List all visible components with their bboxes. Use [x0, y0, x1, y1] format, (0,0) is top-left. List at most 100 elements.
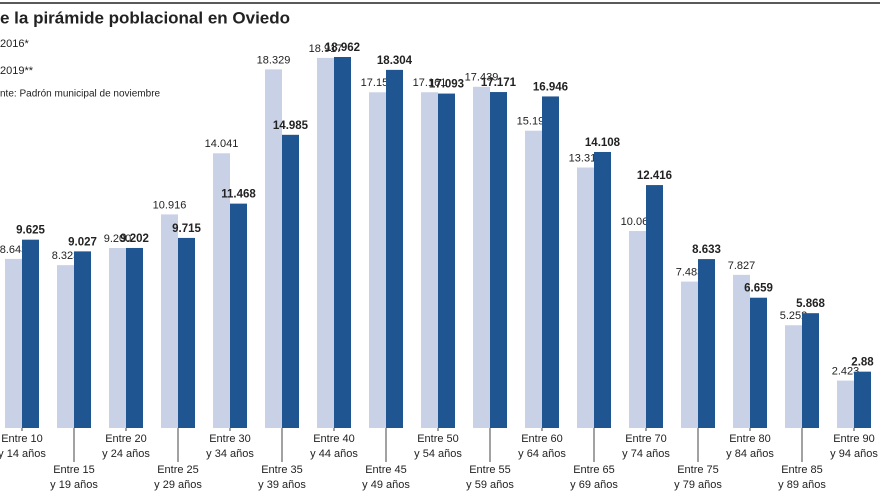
bar	[369, 92, 386, 428]
bar	[282, 134, 299, 429]
value-label: 9.200	[104, 233, 132, 245]
x-tick-label: y 39 años	[258, 479, 306, 491]
value-label: 10.068	[621, 216, 655, 228]
x-tick-label: y 69 años	[570, 479, 618, 491]
legend-label: 2019**	[0, 65, 34, 77]
value-label: 6.659	[744, 283, 773, 295]
value-label: 9.027	[68, 236, 97, 248]
bar	[386, 69, 403, 429]
x-tick-label: y 79 años	[674, 479, 722, 491]
bar	[785, 325, 802, 428]
x-tick-label: y 24 años	[102, 448, 150, 460]
bar	[109, 247, 126, 428]
value-label: 16.946	[533, 81, 568, 93]
x-tick-label: y 74 años	[622, 448, 670, 460]
x-tick-label: y 94 años	[830, 448, 878, 460]
bar	[178, 237, 195, 428]
x-tick-label: Entre 65	[573, 464, 615, 476]
bar	[265, 69, 282, 429]
value-label: 17.171	[481, 77, 517, 89]
value-label: 8.633	[692, 244, 721, 256]
bar	[733, 274, 750, 428]
value-label: 17.161	[413, 77, 447, 89]
value-label: 7.827	[728, 260, 756, 272]
x-tick-label: y 34 años	[206, 448, 254, 460]
x-tick-label: y 19 años	[50, 479, 98, 491]
x-tick-label: Entre 60	[521, 433, 563, 445]
x-tick-label: y 64 años	[518, 448, 566, 460]
value-label: 9.202	[120, 233, 149, 245]
value-label: 2.88	[851, 357, 874, 369]
x-tick-label: y 29 años	[154, 479, 202, 491]
x-tick-label: Entre 75	[677, 464, 719, 476]
bar	[334, 57, 351, 428]
value-label: 9.715	[172, 223, 201, 235]
bar	[577, 167, 594, 428]
value-label: 14.985	[273, 120, 309, 132]
bar	[161, 214, 178, 428]
value-label: 10.916	[153, 199, 187, 211]
bar	[750, 297, 767, 428]
value-label: 14.108	[585, 137, 621, 149]
x-tick-label: Entre 35	[261, 464, 303, 476]
x-tick-label: y 59 años	[466, 479, 514, 491]
value-label: 17.439	[465, 72, 499, 84]
x-tick-label: y 49 años	[362, 479, 410, 491]
value-label: 18.304	[377, 55, 413, 67]
bar	[646, 185, 663, 428]
bar	[438, 93, 455, 429]
x-tick-label: Entre 70	[625, 433, 667, 445]
bar	[525, 130, 542, 428]
x-tick-label: Entre 25	[157, 464, 199, 476]
x-tick-label: Entre 90	[833, 433, 875, 445]
value-label: 14.041	[205, 138, 239, 150]
x-tick-label: y 44 años	[310, 448, 358, 460]
x-tick-label: Entre 40	[313, 433, 355, 445]
x-tick-label: Entre 85	[781, 464, 823, 476]
x-tick-label: Entre 15	[53, 464, 95, 476]
bar	[594, 151, 611, 428]
bar	[681, 281, 698, 428]
bar	[837, 380, 854, 428]
x-tick-label: Entre 50	[417, 433, 459, 445]
x-tick-label: Entre 55	[469, 464, 511, 476]
bar	[490, 92, 507, 428]
legend-label: 2016*	[0, 38, 29, 50]
x-tick-label: y 89 años	[778, 479, 826, 491]
bar	[629, 231, 646, 428]
value-label: 8.643	[0, 244, 27, 256]
value-label: 17.093	[429, 79, 464, 91]
x-tick-label: y 14 años	[0, 448, 46, 460]
bar	[126, 247, 143, 428]
value-label: 15.195	[517, 116, 551, 128]
value-label: 18.917	[309, 43, 343, 55]
bar	[5, 258, 22, 428]
bar	[854, 371, 871, 428]
x-tick-label: y 54 años	[414, 448, 462, 460]
bar	[22, 239, 39, 428]
bar	[74, 251, 91, 428]
value-label: 12.416	[637, 170, 672, 182]
bar	[57, 265, 74, 428]
x-tick-label: Entre 80	[729, 433, 771, 445]
value-label: 5.868	[796, 298, 825, 310]
x-tick-label: Entre 10	[1, 433, 43, 445]
bar	[698, 259, 715, 428]
bar	[473, 86, 490, 429]
value-label: 9.625	[16, 225, 45, 237]
value-label: 7.483	[676, 266, 704, 278]
x-tick-label: Entre 20	[105, 433, 147, 445]
bar	[802, 313, 819, 428]
x-tick-label: y 84 años	[726, 448, 774, 460]
value-label: 8.323	[52, 250, 80, 262]
x-tick-label: Entre 45	[365, 464, 407, 476]
bar	[213, 153, 230, 429]
source: nte: Padrón municipal de noviembre	[0, 89, 161, 100]
chart-title: e la pirámide poblacional en Oviedo	[0, 8, 290, 27]
value-label: 5.252	[780, 310, 808, 322]
value-label: 13.314	[569, 152, 603, 164]
value-label: 18.329	[257, 54, 291, 66]
value-label: 2.423	[832, 365, 860, 377]
value-label: 18.962	[325, 42, 360, 54]
